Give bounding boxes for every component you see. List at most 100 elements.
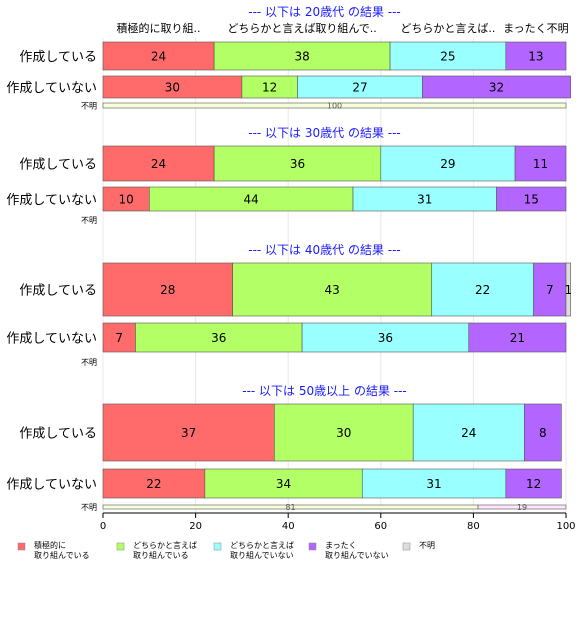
data-label: 22 [146, 477, 161, 491]
bar-segment [149, 186, 354, 212]
bar-segment [102, 145, 215, 182]
x-tick-label: 40 [282, 521, 295, 532]
row-label: 作成している [19, 158, 97, 173]
x-tick-label: 20 [189, 521, 202, 532]
row-label: 作成している [19, 427, 97, 442]
x-tick-label: 100 [556, 521, 575, 532]
data-label: 24 [461, 426, 476, 440]
legend-label: 取り組んでいる [133, 550, 189, 560]
legend-swatch [17, 542, 26, 551]
column-header: どちらかと言えば取り組んで.. [227, 22, 376, 35]
legend-label: 取り組んでいない [325, 550, 389, 560]
bar-segment [514, 145, 567, 182]
column-header: 積極的に取り組.. [117, 21, 201, 35]
data-label: 25 [440, 49, 455, 63]
data-label: 8 [539, 426, 547, 440]
bar-segment [352, 186, 497, 212]
legend-swatch [402, 542, 411, 551]
legend-label: 積極的に [34, 540, 66, 550]
row-label-unknown: 不明 [81, 102, 97, 111]
data-label: 36 [290, 157, 305, 171]
data-label: 43 [325, 283, 340, 297]
bar-segment [102, 41, 215, 71]
column-header: まったく不明 [503, 22, 569, 35]
bar-segment [102, 186, 150, 212]
row-label: 作成している [19, 50, 97, 65]
data-label: 24 [151, 49, 166, 63]
row-label-unknown: 不明 [81, 358, 97, 367]
data-label: 12 [526, 477, 541, 491]
data-label: 21 [510, 331, 525, 345]
group-title: --- 以下は 40歳代 の結果 --- [248, 243, 401, 257]
data-label: 36 [211, 331, 226, 345]
data-label: 100 [327, 101, 342, 110]
bar-segment [301, 322, 470, 353]
bar-segment [135, 322, 303, 353]
row-label-unknown: 不明 [81, 216, 97, 225]
legend-swatch [116, 542, 125, 551]
row-label: 作成していない [6, 478, 97, 493]
data-label: 38 [294, 49, 309, 63]
bar-segment [524, 403, 562, 462]
data-label: 24 [151, 157, 166, 171]
bar-segment [505, 41, 567, 71]
data-label: 11 [533, 157, 548, 171]
x-tick-label: 0 [100, 521, 106, 532]
bar-segment [477, 504, 567, 510]
data-label: 1 [564, 283, 572, 297]
data-label: 31 [426, 477, 441, 491]
data-label: 37 [181, 426, 196, 440]
bar-segment [565, 262, 571, 317]
data-label: 13 [528, 49, 543, 63]
bar-segment [102, 322, 136, 353]
row-label: 作成していない [6, 193, 97, 208]
data-label: 28 [160, 283, 175, 297]
bar-segment [496, 186, 567, 212]
group-title: --- 以下は 30歳代 の結果 --- [248, 126, 401, 140]
bar-segment [422, 75, 571, 99]
bar-segment [274, 403, 414, 462]
bar-segment [412, 403, 525, 462]
data-label: 12 [262, 80, 277, 94]
legend-label: 取り組んでいる [34, 550, 90, 560]
row-label: 作成していない [6, 81, 97, 96]
row-label: 作成していない [6, 332, 97, 347]
data-label: 15 [524, 192, 539, 206]
x-tick-label: 80 [467, 521, 480, 532]
bar-segment [533, 262, 567, 317]
legend-swatch [308, 542, 317, 551]
data-label: 34 [276, 477, 291, 491]
data-label: 19 [517, 503, 527, 512]
data-label: 7 [546, 283, 554, 297]
column-header: どちらかと言えば.. [400, 22, 495, 35]
legend-label: どちらかと言えば [230, 540, 294, 550]
row-label: 作成している [19, 284, 97, 299]
bar-segment [102, 468, 206, 499]
data-label: 36 [378, 331, 393, 345]
group-title: --- 以下は 20歳代 の結果 --- [248, 5, 401, 19]
bar-segment [505, 468, 562, 499]
legend-label: 不明 [419, 541, 435, 550]
legend-label: 取り組んでいない [230, 550, 294, 560]
legend-swatch [213, 542, 222, 551]
bar-segment [102, 102, 567, 109]
bar-segment [380, 145, 516, 182]
data-label: 10 [119, 192, 134, 206]
data-label: 44 [244, 192, 259, 206]
legend-label: まったく [325, 541, 357, 550]
data-label: 32 [489, 80, 504, 94]
bar-segment [361, 468, 507, 499]
bar-segment [102, 403, 275, 462]
bar-segment [468, 322, 567, 353]
row-label-unknown: 不明 [81, 503, 97, 512]
data-label: 7 [115, 331, 123, 345]
data-label: 30 [165, 80, 180, 94]
data-label: 30 [336, 426, 351, 440]
data-label: 31 [417, 192, 432, 206]
bar-segment [431, 262, 534, 317]
x-tick-label: 60 [374, 521, 387, 532]
legend-label: どちらかと言えば [133, 540, 197, 550]
bar-segment [232, 262, 433, 317]
data-label: 29 [440, 157, 455, 171]
